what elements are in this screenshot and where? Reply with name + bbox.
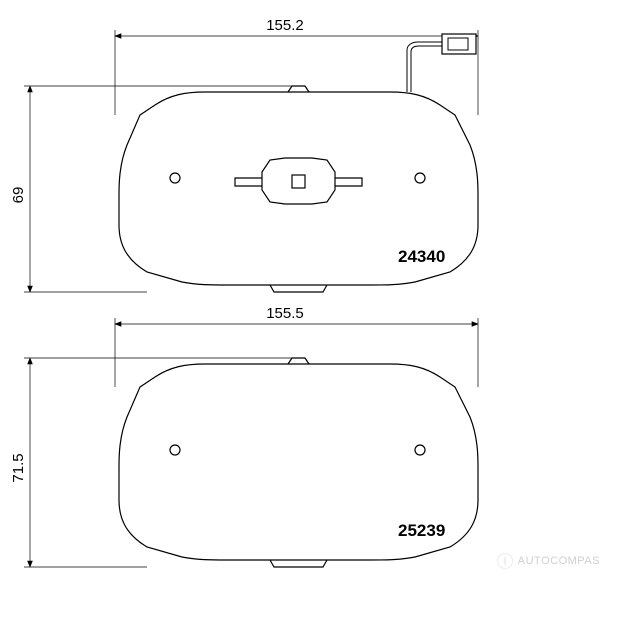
bottom-part-number: 25239 (398, 521, 445, 540)
watermark: AUTOCOMPAS (496, 552, 600, 570)
bottom-width-label: 155.5 (266, 305, 304, 322)
watermark-text: AUTOCOMPAS (518, 555, 600, 567)
top-pad-hole-right (415, 173, 425, 183)
bottom-pad-top-bump (288, 358, 309, 364)
top-pad-hole-left (170, 173, 180, 183)
top-pad-top-bump (288, 86, 309, 92)
wear-sensor (407, 34, 476, 92)
technical-drawing: 155.2 69 24340 (0, 0, 618, 618)
bottom-width-dimension: 155.5 (115, 305, 478, 387)
top-width-dimension: 155.2 (115, 17, 478, 115)
top-part-number: 24340 (398, 247, 445, 266)
bottom-height-label: 71.5 (10, 453, 27, 482)
bottom-pad-hole-right (415, 445, 425, 455)
bottom-height-dimension: 71.5 (10, 358, 292, 567)
top-width-label: 155.2 (266, 17, 304, 34)
bottom-pad-hole-left (170, 445, 180, 455)
top-pad-bottom-notch (270, 285, 327, 292)
top-pad-center-clip (235, 158, 362, 204)
sensor-plug (442, 34, 476, 54)
compass-icon (496, 552, 514, 570)
top-height-label: 69 (10, 187, 27, 204)
top-pad-group: 155.2 69 24340 (10, 17, 478, 292)
top-height-dimension: 69 (10, 86, 292, 292)
bottom-pad-group: 155.5 71.5 25239 (10, 305, 478, 567)
bottom-pad-bottom-notch (270, 560, 327, 567)
